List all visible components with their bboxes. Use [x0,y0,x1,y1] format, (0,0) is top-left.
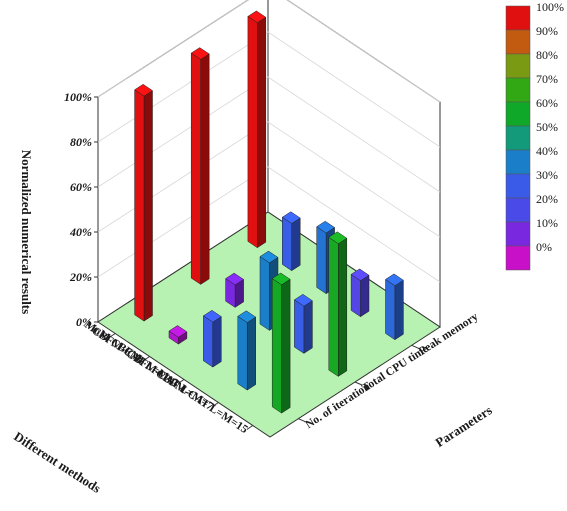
bar-cbfm-cat-l-m-7-no-of-iteration-top [237,310,257,323]
bar-mom-total-cpu-time-top [190,47,210,60]
legend-swatch [505,29,531,55]
method-tick [143,356,150,361]
parameter-tick [354,381,363,386]
wall-gridline [97,0,441,103]
wall-gridline [97,121,441,238]
legend-label: 30% [536,168,558,182]
bar-cbfm-peak-memory-top [281,211,301,224]
legend-swatch [505,5,531,31]
method-tick [108,333,116,338]
legend-swatch [505,77,531,103]
legend-label: 80% [536,48,558,62]
bar-cbfm-cat-l-m-3-total-cpu-time-front [259,256,270,331]
bar-mom-total-cpu-time-front [190,52,201,285]
legend-label: 10% [536,216,558,230]
z-axis-title: Normalized numerical results [19,150,34,314]
z-tick-label: 0% [76,315,92,329]
method-tick [212,402,219,407]
z-tick-label: 100% [64,90,92,104]
bar-mom-no-of-iteration-side [143,90,153,322]
bar-cbfm-cat-l-m-15-no-of-iteration-side [281,278,291,414]
x-axis-title: Different methods [11,429,103,496]
bar-cbfm-no-of-iteration-top [168,325,188,338]
z-tick-label: 40% [69,225,92,239]
y-axis-title: Parameters [433,402,495,450]
bar-cbfm-cat-l-m-7-peak-memory-side [360,274,370,318]
bar-cbfm-cat-l-m-7-total-cpu-time-top [293,294,313,307]
bar-cbfm-peak-memory-front [282,216,292,272]
legend-swatch [505,245,531,271]
bar-cbfm-cat-l-m-15-peak-memory-top [385,273,404,286]
bar-mom-peak-memory-top [247,10,267,23]
bar-cbfm-cat-l-m-3-no-of-iteration-top [202,310,222,323]
method-tick [177,379,185,384]
legend-label: 60% [536,96,558,110]
bar-cbfm-peak-memory-side [291,217,301,272]
wall-gridline [97,76,441,193]
bar-mom-peak-memory-front [247,15,258,249]
z-tick-label: 60% [70,180,92,194]
legend-label: 0% [536,240,552,254]
legend-label: 90% [536,24,558,38]
bar-cbfm-cat-l-m-15-peak-memory-front [385,278,396,341]
legend-swatch [505,53,531,79]
legend-swatch [505,197,531,223]
bar-cbfm-cat-l-m-15-no-of-iteration-top [271,272,291,286]
bar-cbfm-total-cpu-time-top [225,272,245,286]
bar-cbfm-cat-l-m-15-no-of-iteration-front [271,278,282,414]
wall-gridline [97,31,441,148]
z-tick-label: 80% [70,135,92,149]
bar-cbfm-cat-l-m-3-no-of-iteration-front [203,315,214,368]
bar-cbfm-cat-l-m-3-total-cpu-time-top [259,250,279,264]
legend-swatch [505,173,531,199]
bar-cbfm-cat-l-m-3-no-of-iteration-side [212,316,222,368]
bar-cbfm-cat-l-m-7-total-cpu-time-front [294,299,305,354]
legend-label: 70% [536,72,558,86]
bar-mom-total-cpu-time-side [200,53,210,285]
bar-mom-no-of-iteration-top [134,84,153,97]
parameter-tick [411,344,419,349]
bar-cbfm-cat-l-m-15-total-cpu-time-front [328,236,339,377]
legend-label: 20% [536,192,558,206]
bar-cbfm-cat-l-m-7-total-cpu-time-side [303,300,313,354]
bar-cbfm-cat-l-m-7-no-of-iteration-front [237,315,248,391]
bar-cbfm-cat-l-m-7-peak-memory-top [350,268,370,281]
method-tick [246,425,254,430]
bar-cbfm-cat-l-m-3-peak-memory-top [316,220,336,234]
parameter-tick [298,418,306,423]
legend-swatch [505,221,531,247]
legend-label: 50% [536,120,558,134]
bar-mom-peak-memory-side [257,16,267,249]
legend-swatch [505,101,531,127]
legend-label: 100% [536,0,564,14]
legend-swatch [505,125,531,151]
bar-cbfm-cat-l-m-7-peak-memory-front [350,273,361,318]
bar-cbfm-cat-l-m-15-total-cpu-time-side [338,237,348,377]
bar-cbfm-cat-l-m-15-total-cpu-time-top [328,231,348,244]
bar-cbfm-cat-l-m-15-peak-memory-side [394,279,404,341]
bar-mom-no-of-iteration-front [134,89,145,322]
bar-cbfm-cat-l-m-3-peak-memory-front [316,226,327,295]
bar-cbfm-cat-l-m-7-no-of-iteration-side [246,316,256,391]
legend-swatch [505,149,531,175]
legend-label: 40% [536,144,558,158]
z-tick-label: 20% [69,270,92,284]
wall-gridline [97,166,441,283]
